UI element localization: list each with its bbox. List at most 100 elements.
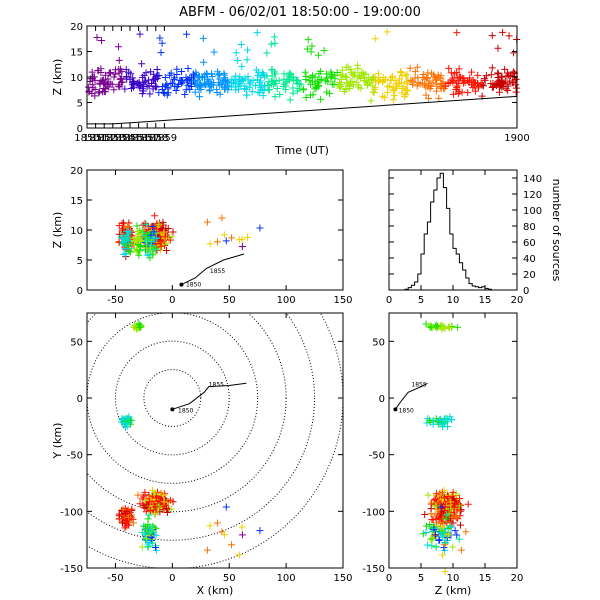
x-tick-label: 15 bbox=[479, 573, 492, 584]
x-height-point bbox=[151, 212, 159, 220]
time-height-point bbox=[308, 42, 316, 50]
height-histogram-frame bbox=[388, 169, 518, 291]
time-height-point bbox=[421, 75, 429, 83]
height-y-point bbox=[435, 537, 443, 545]
time-height-point bbox=[167, 79, 175, 87]
time-height-point bbox=[191, 77, 199, 85]
height-y-sources: 1850 1855 bbox=[393, 320, 472, 576]
x-height-point bbox=[206, 240, 214, 248]
time-height-point bbox=[401, 93, 409, 101]
height-y-point bbox=[424, 415, 432, 423]
height-y-point bbox=[444, 531, 452, 539]
height-y-point bbox=[442, 515, 450, 523]
time-height-point bbox=[214, 68, 222, 76]
x-height-point bbox=[213, 238, 221, 246]
time-height-point bbox=[115, 56, 123, 64]
time-height-point bbox=[264, 86, 272, 94]
x-height-point bbox=[158, 224, 166, 232]
x-height-point bbox=[155, 220, 163, 228]
track-time-label: 1855 bbox=[411, 381, 426, 388]
time-height-point bbox=[305, 77, 313, 85]
time-height-point bbox=[505, 32, 513, 40]
height-y-point bbox=[422, 528, 430, 536]
time-height-point bbox=[435, 94, 443, 102]
plan-view-point bbox=[122, 420, 130, 428]
time-height-point bbox=[510, 49, 518, 57]
time-height-point bbox=[205, 77, 213, 85]
time-height-point bbox=[105, 69, 113, 77]
time-height-point bbox=[254, 88, 262, 96]
time-height-point bbox=[197, 86, 205, 94]
time-height-point bbox=[307, 48, 315, 56]
time-height-point bbox=[455, 77, 463, 85]
scatter-marks-layer: 1850 1855 1850 1855 1850 1855 bbox=[84, 28, 521, 576]
time-height-point bbox=[184, 81, 192, 89]
time-height-point bbox=[346, 78, 354, 86]
height-y-point bbox=[442, 501, 450, 509]
time-height-point bbox=[299, 85, 307, 93]
time-height-point bbox=[128, 84, 136, 92]
time-height-point bbox=[170, 75, 178, 83]
track-time-label: 1850 bbox=[186, 282, 201, 289]
plan-view-point bbox=[129, 519, 137, 527]
time-height-point bbox=[221, 74, 229, 82]
plan-view-point bbox=[151, 544, 159, 552]
time-height-point bbox=[397, 68, 405, 76]
histogram-step bbox=[389, 172, 517, 291]
time-height-point bbox=[140, 78, 148, 86]
time-height-point bbox=[238, 77, 246, 85]
plan-view-point bbox=[151, 503, 159, 511]
time-height-point bbox=[397, 68, 405, 76]
y-tick-label: 140 bbox=[523, 174, 542, 185]
x-height-point bbox=[135, 251, 143, 259]
time-height-point bbox=[221, 85, 229, 93]
time-height-point bbox=[322, 77, 330, 85]
time-height-point bbox=[442, 82, 450, 90]
time-height-point bbox=[488, 64, 496, 72]
x-tick-label: 1855 bbox=[117, 133, 142, 144]
x-height-point bbox=[144, 233, 152, 241]
y-tick-label: 80 bbox=[523, 222, 536, 233]
x-tick-label: 0 bbox=[386, 573, 392, 584]
time-height-point bbox=[186, 85, 194, 93]
time-height-point bbox=[230, 76, 238, 84]
plan-view-point bbox=[152, 531, 160, 539]
x-tick-label: 0 bbox=[169, 295, 175, 306]
y-tick-label: 15 bbox=[70, 196, 83, 207]
x-axis-label: X (km) bbox=[197, 584, 234, 597]
time-height-point bbox=[156, 34, 164, 42]
time-height-point bbox=[195, 93, 203, 101]
time-height-point bbox=[228, 83, 236, 91]
time-height-point bbox=[383, 28, 391, 36]
time-height-point bbox=[320, 46, 328, 54]
time-height-point bbox=[200, 58, 208, 66]
plan-view-point bbox=[118, 519, 126, 527]
time-height-point bbox=[375, 76, 383, 84]
y-tick-label: -100 bbox=[362, 507, 385, 518]
height-y-track bbox=[394, 382, 428, 410]
x-height-point bbox=[163, 246, 171, 254]
plan-view-point bbox=[115, 510, 123, 518]
x-tick-label: 1854 bbox=[109, 133, 134, 144]
height-y-point bbox=[422, 522, 430, 530]
plan-view-point bbox=[203, 546, 211, 554]
plan-view-point bbox=[145, 511, 153, 519]
x-height-point bbox=[152, 234, 160, 242]
y-tick-label: 15 bbox=[70, 48, 83, 59]
track-time-label: 1850 bbox=[178, 407, 193, 414]
time-height-point bbox=[143, 83, 151, 91]
height-y-point bbox=[440, 494, 448, 502]
plan-view-track bbox=[172, 382, 247, 410]
time-height-point bbox=[492, 82, 500, 90]
time-height-point bbox=[505, 71, 513, 79]
time-height-point bbox=[474, 71, 482, 79]
time-height-point bbox=[369, 88, 377, 96]
time-height-point bbox=[487, 71, 495, 79]
time-height-point bbox=[371, 74, 379, 82]
y-tick-label: -100 bbox=[60, 507, 83, 518]
time-height-point bbox=[157, 49, 165, 57]
time-height-point bbox=[206, 87, 214, 95]
x-height-point bbox=[220, 231, 228, 239]
plan-view-point bbox=[256, 527, 264, 535]
